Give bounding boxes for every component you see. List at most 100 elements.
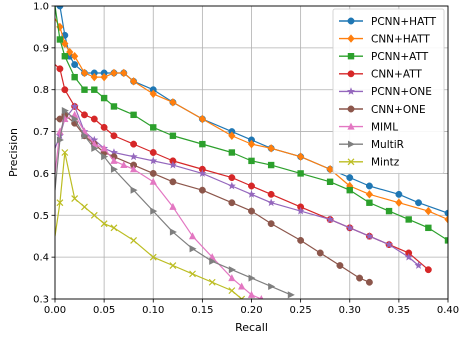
data-point-pcnn-att <box>71 73 78 81</box>
data-point-pcnn-one <box>345 223 354 232</box>
data-point-mintz <box>169 262 177 269</box>
legend-marker <box>347 34 355 43</box>
legend-item-pcnn-hatt: PCNN+HATT <box>339 16 437 28</box>
data-point-pcnn-att <box>248 157 255 165</box>
data-point-pcnn-att <box>110 103 118 110</box>
data-point-miml <box>120 161 128 169</box>
series-line-pcnn-one <box>55 105 419 266</box>
data-point-pcnn-att <box>56 36 64 43</box>
data-point-cnn-one <box>316 249 324 257</box>
data-point-pcnn-one <box>227 181 236 190</box>
data-point-cnn-hatt <box>326 165 334 174</box>
data-point-cnn-one <box>297 236 305 244</box>
series-cnn-one <box>55 111 373 286</box>
data-point-mintz <box>238 295 246 299</box>
series-miml <box>55 110 264 299</box>
data-point-multir <box>130 186 138 194</box>
data-point-cnn-hatt <box>365 190 373 199</box>
data-point-cnn-hatt <box>149 89 157 99</box>
data-point-pcnn-one <box>296 206 305 215</box>
legend-label: CNN+HATT <box>371 33 430 45</box>
data-point-pcnn-one <box>385 240 394 248</box>
data-point-pcnn-hatt <box>415 199 422 207</box>
legend-marker <box>347 53 355 60</box>
data-point-multir <box>209 257 217 265</box>
data-point-multir <box>150 207 158 215</box>
legend-box <box>332 8 445 174</box>
series-pcnn-hatt <box>55 6 448 217</box>
data-point-cnn-att <box>100 123 108 131</box>
data-point-pcnn-hatt <box>71 61 79 69</box>
data-point-cnn-hatt <box>198 114 206 124</box>
x-tick-label: 0.05 <box>93 305 115 316</box>
data-point-pcnn-one <box>414 261 423 269</box>
data-point-cnn-hatt <box>247 139 256 149</box>
y-tick-label: 0.8 <box>33 85 49 96</box>
data-point-miml <box>110 156 118 164</box>
data-point-pcnn-one <box>90 135 99 144</box>
data-point-cnn-hatt <box>130 77 138 86</box>
data-point-pcnn-att <box>346 186 353 194</box>
x-tick-label: 0.20 <box>240 305 262 316</box>
data-point-cnn-one <box>267 220 275 228</box>
data-point-miml <box>100 144 108 152</box>
data-point-cnn-one <box>336 262 344 269</box>
y-tick-label: 0.7 <box>33 127 49 138</box>
legend-marker <box>347 105 355 113</box>
data-point-cnn-att <box>81 111 88 119</box>
data-point-cnn-hatt <box>395 198 403 207</box>
data-point-cnn-hatt <box>120 68 128 78</box>
data-point-mintz <box>100 220 108 228</box>
data-point-cnn-one <box>198 186 206 194</box>
data-point-mintz <box>81 203 88 211</box>
data-point-pcnn-one <box>404 252 413 261</box>
data-point-pcnn-one <box>326 215 335 223</box>
legend-label: PCNN+ONE <box>371 86 432 98</box>
data-point-pcnn-att <box>267 161 275 169</box>
data-point-cnn-one <box>149 169 157 177</box>
legend-label: PCNN+ATT <box>371 51 429 63</box>
legend-marker <box>347 70 355 78</box>
data-point-miml <box>228 274 236 282</box>
data-point-pcnn-att <box>444 237 448 244</box>
data-point-miml <box>149 177 157 185</box>
legend-item-miml: MIML <box>339 121 398 133</box>
data-point-mintz <box>61 149 69 156</box>
y-tick-label: 0.6 <box>33 169 49 180</box>
legend-marker <box>347 87 355 95</box>
data-point-multir <box>61 107 69 115</box>
legend-item-cnn-att: CNN+ATT <box>339 69 422 81</box>
legend-item-mintz: Mintz <box>339 157 400 169</box>
data-point-cnn-hatt <box>297 152 305 161</box>
data-point-pcnn-att <box>91 86 98 93</box>
data-point-cnn-att <box>61 86 69 94</box>
series-multir <box>55 107 295 299</box>
data-point-cnn-one <box>248 207 255 215</box>
data-point-multir <box>169 228 177 236</box>
data-point-multir <box>248 274 256 282</box>
data-point-pcnn-att <box>297 170 304 177</box>
data-point-cnn-hatt <box>110 68 118 78</box>
data-point-pcnn-one <box>70 102 79 110</box>
data-point-pcnn-one <box>129 152 138 161</box>
data-point-cnn-att <box>130 140 138 148</box>
data-point-multir <box>91 144 99 152</box>
data-point-pcnn-att <box>385 207 393 215</box>
axis-ticks: 0.00 0.05 0.10 0.15 0.20 0.25 0.30 0.35 0.40 0.3 0… <box>33 2 459 317</box>
legend-item-multir: MultiR <box>339 139 404 151</box>
data-point-pcnn-att <box>425 224 432 232</box>
data-point-cnn-hatt <box>100 72 108 82</box>
y-tick-label: 0.3 <box>33 295 49 306</box>
data-point-pcnn-att <box>150 124 157 131</box>
data-point-cnn-hatt <box>424 206 432 216</box>
data-point-mintz <box>189 270 196 278</box>
data-point-cnn-one <box>365 278 373 286</box>
legend-marker <box>347 122 355 130</box>
data-point-miml <box>130 165 138 173</box>
data-point-cnn-hatt <box>228 131 236 140</box>
data-point-pcnn-att <box>199 140 206 148</box>
data-point-cnn-hatt <box>66 47 74 57</box>
data-point-pcnn-one <box>168 160 177 169</box>
data-point-mintz <box>90 211 98 219</box>
x-tick-label: 0.15 <box>191 305 213 316</box>
